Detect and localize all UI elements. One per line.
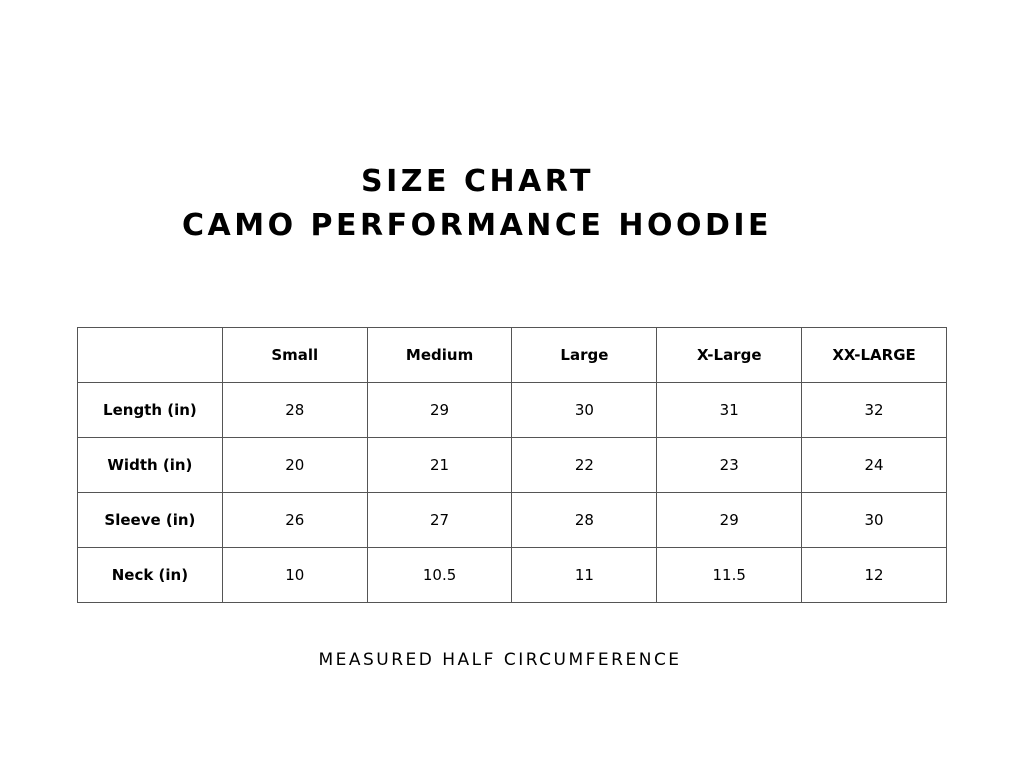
table-cell: 27 <box>366 492 513 548</box>
table-cell: 26 <box>221 492 368 548</box>
table-cell: 10 <box>221 547 368 603</box>
table-cell: 11.5 <box>656 547 803 603</box>
column-header-small: Small <box>221 327 368 383</box>
table-cell: 20 <box>221 437 368 493</box>
title-size-chart: SIZE CHART <box>361 164 595 199</box>
table-cell: 24 <box>801 437 947 493</box>
table-cell: 11 <box>511 547 658 603</box>
column-header-medium: Medium <box>366 327 513 383</box>
row-label-sleeve: Sleeve (in) <box>77 492 223 548</box>
table-cell: 29 <box>366 382 513 438</box>
row-label-width: Width (in) <box>77 437 223 493</box>
row-label-length: Length (in) <box>77 382 223 438</box>
size-table: Small Medium Large X-Large XX-LARGE Leng… <box>77 327 947 603</box>
table-row: Neck (in) 10 10.5 11 11.5 12 <box>77 547 947 603</box>
table-cell: 23 <box>656 437 803 493</box>
table-cell: 29 <box>656 492 803 548</box>
table-cell: 30 <box>801 492 947 548</box>
table-cell: 21 <box>366 437 513 493</box>
table-cell: 28 <box>221 382 368 438</box>
table-row: Length (in) 28 29 30 31 32 <box>77 382 947 438</box>
title-product-name: CAMO PERFORMANCE HOODIE <box>182 208 773 243</box>
table-cell: 10.5 <box>366 547 513 603</box>
column-header-large: Large <box>511 327 658 383</box>
table-cell: 12 <box>801 547 947 603</box>
table-cell: 31 <box>656 382 803 438</box>
table-corner-cell <box>77 327 223 383</box>
column-header-xx-large: XX-LARGE <box>801 327 947 383</box>
table-cell: 30 <box>511 382 658 438</box>
table-cell: 28 <box>511 492 658 548</box>
column-header-x-large: X-Large <box>656 327 803 383</box>
table-cell: 22 <box>511 437 658 493</box>
row-label-neck: Neck (in) <box>77 547 223 603</box>
footnote-measured-half-circumference: MEASURED HALF CIRCUMFERENCE <box>318 650 682 670</box>
table-row: Sleeve (in) 26 27 28 29 30 <box>77 492 947 548</box>
table-cell: 32 <box>801 382 947 438</box>
table-header-row: Small Medium Large X-Large XX-LARGE <box>77 327 947 383</box>
table-row: Width (in) 20 21 22 23 24 <box>77 437 947 493</box>
